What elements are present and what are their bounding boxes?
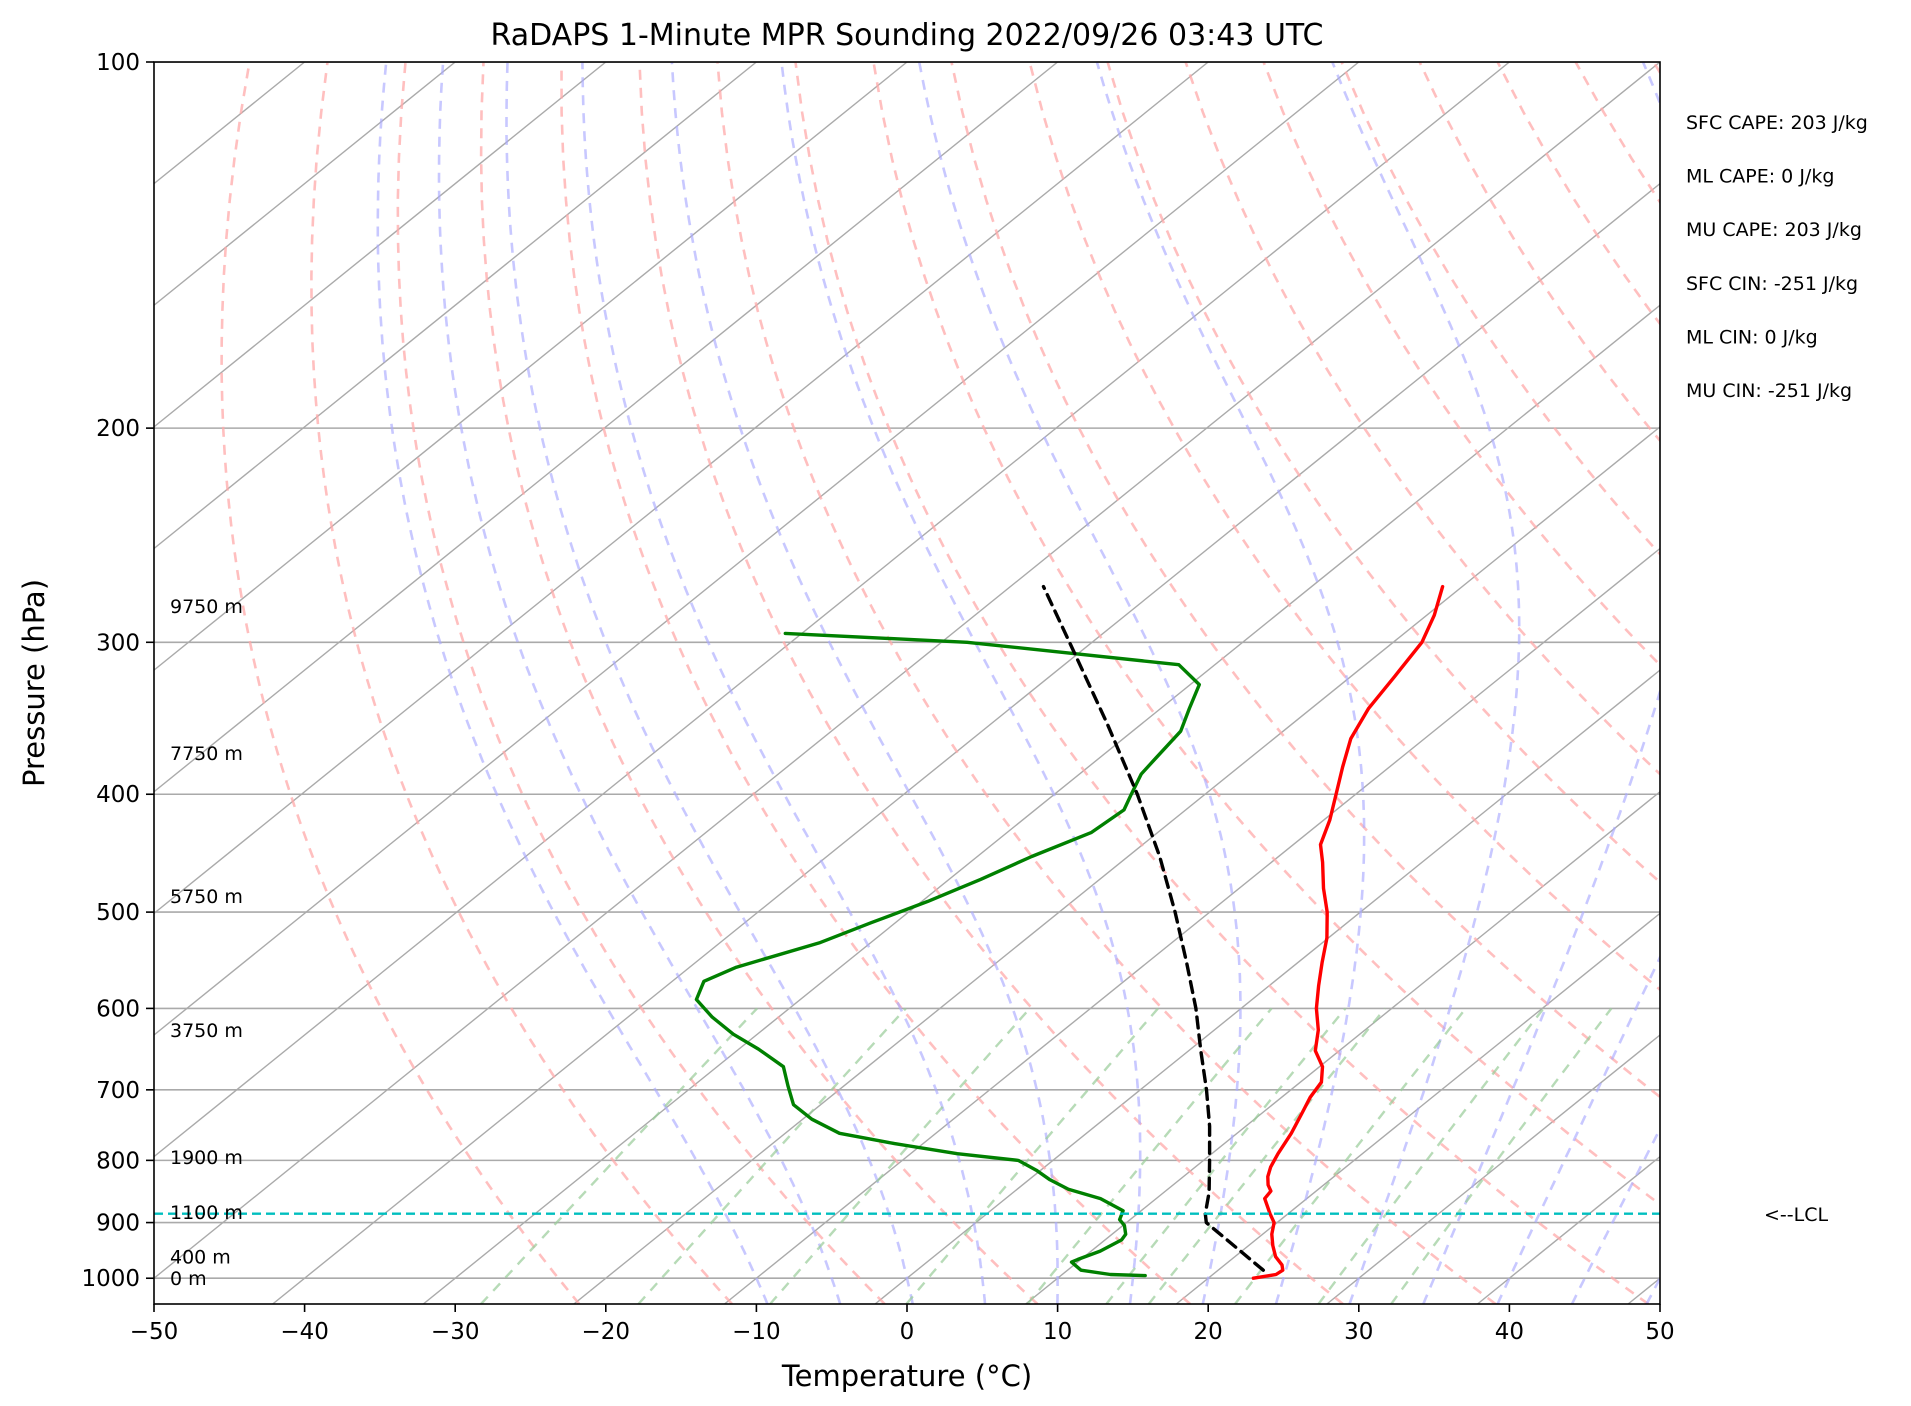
axis-ticks: −50 −40 −30 −20 −10 0 10 20 30 40 50 100 200 300 400 50… <box>81 50 1674 1345</box>
y-tick-label: 1000 <box>81 1266 140 1292</box>
dry-adiabat-line <box>479 62 1039 1304</box>
y-axis-label: Pressure (hPa) <box>17 579 51 787</box>
moist-adiabat-line <box>376 62 769 1304</box>
y-tick-label: 100 <box>96 50 140 76</box>
dry-adiabat-line <box>560 62 1192 1304</box>
dry-adiabat-line <box>310 62 733 1304</box>
height-label: 7750 m <box>170 743 243 765</box>
isotherm-line <box>272 182 1660 1304</box>
isotherm-line <box>154 62 1510 1158</box>
x-tick-label: −10 <box>732 1319 781 1345</box>
moist-adiabat-line <box>1331 62 1521 1304</box>
isotherm-line <box>422 304 1660 1304</box>
isotherm-line <box>154 62 1660 1280</box>
y-tick-label: 600 <box>96 996 140 1022</box>
x-tick-label: 0 <box>900 1319 915 1345</box>
lcl-marker-label: <--LCL <box>1764 1204 1828 1226</box>
x-tick-label: 50 <box>1645 1319 1674 1345</box>
dry-adiabat-line <box>1106 62 1660 884</box>
mixing-ratio-line <box>1317 1007 1545 1304</box>
isotherm-line <box>154 62 1209 915</box>
x-tick-label: −20 <box>582 1319 631 1345</box>
y-tick-label: 700 <box>96 1078 140 1104</box>
x-tick-label: −30 <box>431 1319 480 1345</box>
mixing-ratio-line <box>1105 1007 1347 1304</box>
y-tick-label: 500 <box>96 900 140 926</box>
height-label: 3750 m <box>170 1020 243 1042</box>
moist-adiabat-line <box>1095 62 1366 1304</box>
mixing-ratio-line <box>1147 1007 1387 1304</box>
stability-index-label: ML CAPE: 0 J/kg <box>1686 166 1834 188</box>
stability-index-label: ML CIN: 0 J/kg <box>1686 326 1818 348</box>
isotherm-line <box>154 62 1360 1036</box>
stability-index-label: MU CIN: -251 J/kg <box>1686 380 1852 402</box>
moist-adiabat-line <box>670 62 1059 1304</box>
moist-adiabat-line <box>1496 954 1660 1304</box>
moist-adiabat-line <box>505 62 914 1304</box>
mixing-ratio-line <box>637 1007 907 1304</box>
isotherm-line <box>154 62 757 550</box>
height-label: 9750 m <box>170 596 243 618</box>
x-tick-label: 40 <box>1495 1319 1524 1345</box>
y-tick-label: 900 <box>96 1211 140 1237</box>
mixing-ratio-line <box>905 1007 1159 1304</box>
isotherm-line <box>154 62 1059 793</box>
chart-title: RaDAPS 1-Minute MPR Sounding 2022/09/26 … <box>491 18 1324 53</box>
isotherm-line <box>1175 912 1660 1304</box>
annotations-layer: 9750 m 7750 m 5750 m 3750 m 1900 m 1100 m 400 … <box>170 112 1868 1290</box>
x-tick-label: 10 <box>1043 1319 1072 1345</box>
height-label: 1900 m <box>170 1147 243 1169</box>
dry-adiabat-line <box>1184 62 1660 776</box>
parcel-profile-line <box>1041 584 1265 1272</box>
dewpoint-profile-line <box>694 631 1201 1278</box>
dry-adiabat-line <box>716 62 1497 1304</box>
height-label: 5750 m <box>170 886 243 908</box>
isotherm-line <box>154 62 607 428</box>
plot-grid <box>154 62 1660 1304</box>
height-label: 1100 m <box>170 1202 243 1224</box>
dry-adiabat-line <box>220 62 581 1304</box>
x-tick-label: 30 <box>1344 1319 1373 1345</box>
dry-adiabat-line <box>872 62 1660 1207</box>
isotherm-line <box>874 669 1660 1304</box>
dry-adiabat-line <box>1262 62 1660 667</box>
y-tick-label: 400 <box>96 782 140 808</box>
y-tick-label: 200 <box>96 416 140 442</box>
mixing-ratio-line <box>1234 1007 1467 1304</box>
stability-index-label: SFC CAPE: 203 J/kg <box>1686 112 1868 134</box>
mixing-ratio-line <box>769 1007 1031 1304</box>
height-label: 400 m <box>170 1247 231 1269</box>
moist-adiabat-line <box>1570 1126 1660 1304</box>
x-axis-label: Temperature (°C) <box>781 1359 1032 1393</box>
temperature-profile-line <box>1251 584 1445 1280</box>
height-label: 0 m <box>170 1268 207 1290</box>
isotherm-line <box>154 62 456 307</box>
x-tick-label: −50 <box>130 1319 179 1345</box>
isotherm-line <box>724 547 1660 1304</box>
moist-adiabat-line <box>1422 62 1660 1304</box>
mixing-ratio-line <box>1026 1007 1273 1304</box>
x-tick-label: 20 <box>1194 1319 1223 1345</box>
isotherm-line <box>1326 1034 1660 1304</box>
stability-index-label: SFC CIN: -251 J/kg <box>1686 273 1858 295</box>
y-tick-label: 800 <box>96 1148 140 1174</box>
x-tick-label: −40 <box>280 1319 329 1345</box>
y-tick-label: 300 <box>96 630 140 656</box>
dry-adiabat-line <box>638 62 1344 1304</box>
moist-adiabat-line <box>437 62 842 1304</box>
dry-adiabat-line <box>794 62 1650 1304</box>
isotherm-line <box>1025 790 1660 1304</box>
isotherm-line <box>573 425 1660 1304</box>
isotherm-line <box>154 62 908 672</box>
mixing-ratio-line <box>1390 1007 1613 1304</box>
series-layer <box>154 584 1660 1280</box>
stability-index-label: MU CAPE: 203 J/kg <box>1686 219 1862 241</box>
